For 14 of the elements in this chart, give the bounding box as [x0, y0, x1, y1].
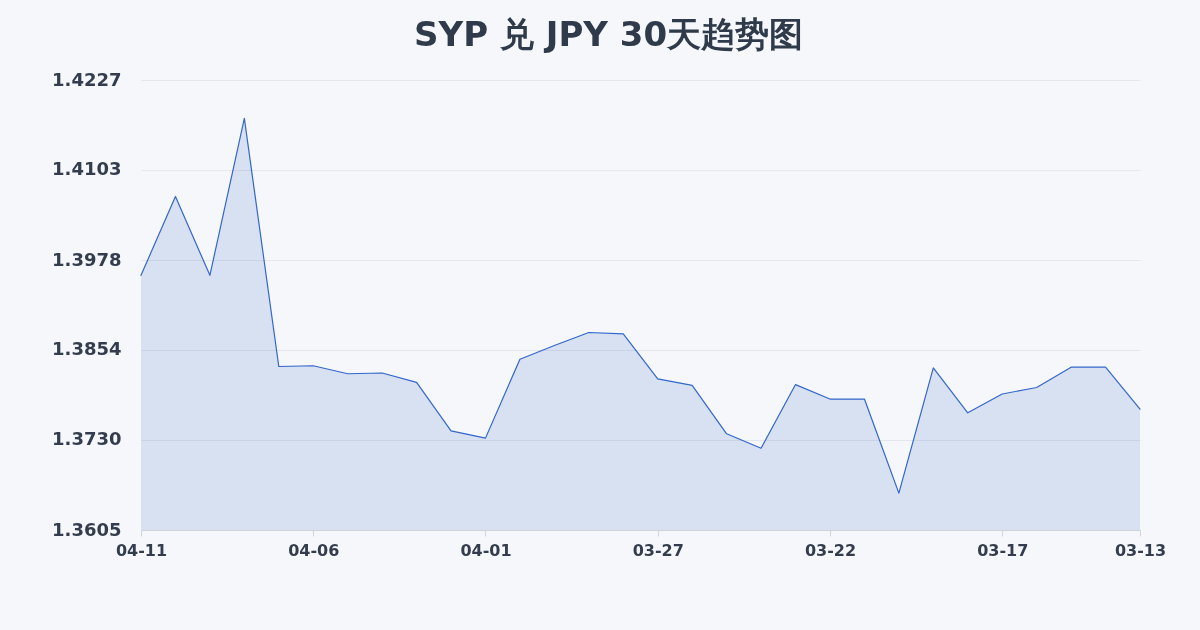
chart-title: SYP 兑 JPY 30天趋势图 [414, 14, 804, 54]
y-tick-label: 1.4103 [52, 158, 122, 180]
y-tick-label: 1.4227 [52, 68, 122, 90]
x-tick-label: 03-27 [632, 540, 684, 560]
y-tick-label: 1.3605 [52, 518, 122, 540]
x-tick-label: 03-13 [1114, 540, 1167, 560]
x-tick-label: 04-11 [115, 540, 168, 560]
y-tick-label: 1.3730 [52, 428, 122, 450]
y-tick-label: 1.3978 [52, 248, 122, 270]
x-tick-label: 03-22 [804, 540, 857, 560]
x-tick-label: 03-17 [977, 540, 1029, 560]
x-tick-label: 04-06 [288, 540, 340, 560]
y-tick-label: 1.3854 [52, 338, 122, 360]
x-tick-label: 04-01 [460, 540, 512, 560]
